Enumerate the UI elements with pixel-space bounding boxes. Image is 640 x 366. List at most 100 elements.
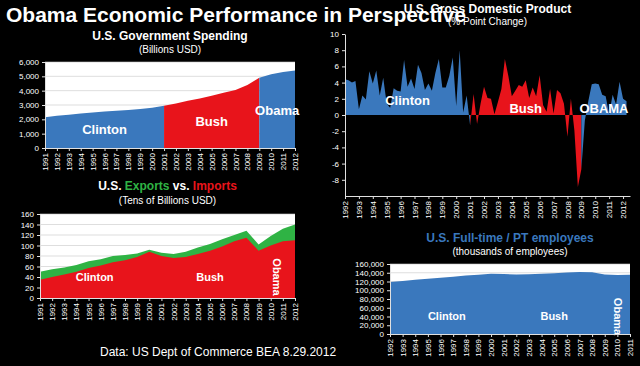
tick-mark <box>137 298 138 301</box>
x-tick: 1998 <box>124 148 133 171</box>
tick-mark <box>52 298 53 301</box>
tick-mark <box>567 334 568 337</box>
grid-line <box>390 264 630 265</box>
tick-label: 2010 <box>267 302 276 320</box>
chart-title: U.S. Full-time / PT employees <box>426 231 594 245</box>
tick-label: 2011 <box>279 302 288 320</box>
tick-label: 1998 <box>462 338 471 356</box>
y-tick: 40,000 <box>360 313 390 322</box>
tick-mark <box>198 298 199 301</box>
tick-label: 120,000 <box>355 278 384 287</box>
tick-label: 1999 <box>133 302 142 320</box>
tick-label: 2002 <box>480 200 489 218</box>
tick-label: 2003 <box>182 302 191 320</box>
x-tick: 1995 <box>89 148 98 171</box>
tick-label: 1993 <box>60 302 69 320</box>
tick-mark <box>387 334 390 335</box>
tick-label: 2009 <box>255 152 264 170</box>
tick-mark <box>387 264 390 265</box>
y-tick: 160,000 <box>355 260 390 269</box>
tick-label: 1992 <box>341 200 350 218</box>
tick-mark <box>295 148 296 151</box>
tick-label: 2011 <box>279 152 288 170</box>
y-tick: 0 <box>335 111 345 120</box>
y-tick: 80 <box>25 252 40 261</box>
series-label: Clinton <box>385 93 430 108</box>
tick-mark <box>387 196 388 199</box>
tick-label: 140 <box>21 221 35 230</box>
tick-label: 2011 <box>605 200 614 218</box>
tick-mark <box>69 148 70 151</box>
x-tick: 1996 <box>97 298 106 321</box>
tick-label: -4 <box>332 143 340 152</box>
x-tick: 1999 <box>136 148 145 171</box>
x-tick: 2006 <box>220 148 229 171</box>
title-part: U.S. Government Spending <box>92 29 247 43</box>
tick-mark <box>403 334 404 337</box>
tick-label: 2006 <box>220 152 229 170</box>
x-tick: 2001 <box>466 196 475 219</box>
tick-mark <box>64 298 65 301</box>
x-tick: 2008 <box>563 196 572 219</box>
axis-line <box>391 334 631 335</box>
tick-label: 1993 <box>355 200 364 218</box>
main-title: Obama Economic Performance in Perspectiv… <box>6 3 466 26</box>
tick-label: -2 <box>332 127 340 136</box>
tick-label: 0 <box>380 330 385 339</box>
tick-label: 2001 <box>500 338 509 356</box>
x-tick: 2004 <box>538 334 547 357</box>
tick-mark <box>401 196 402 199</box>
tick-label: 1997 <box>411 200 420 218</box>
tick-label: 2003 <box>525 338 534 356</box>
tick-mark <box>210 298 211 301</box>
y-tick: 0 <box>30 294 40 303</box>
x-tick: 2006 <box>536 196 545 219</box>
tick-label: 1999 <box>438 200 447 218</box>
title-series-name: Imports <box>193 179 237 193</box>
tick-mark <box>140 148 141 151</box>
tick-label: 2010 <box>613 338 622 356</box>
tick-mark <box>101 298 102 301</box>
tick-mark <box>526 196 527 199</box>
y-axis: 020406080100120140160 <box>21 210 41 303</box>
page: Obama Economic Performance in Perspectiv… <box>0 0 640 366</box>
x-tick: 2004 <box>194 298 203 321</box>
tick-mark <box>441 334 442 337</box>
tick-mark <box>428 196 429 199</box>
tick-mark <box>342 99 345 100</box>
grid-line <box>45 76 295 77</box>
y-tick: -4 <box>332 143 345 152</box>
title-series-name: U.S. Full-time / PT employees <box>426 231 594 245</box>
x-tick: 2004 <box>508 196 517 219</box>
tick-label: 1997 <box>112 152 121 170</box>
tick-label: 2007 <box>230 302 239 320</box>
x-tick: 2010 <box>591 196 600 219</box>
axis-line <box>390 265 391 335</box>
tick-label: 2008 <box>563 200 572 218</box>
tick-mark <box>595 196 596 199</box>
tick-mark <box>200 148 201 151</box>
y-tick: 4,000 <box>19 87 45 96</box>
tick-mark <box>89 298 90 301</box>
tick-label: 4 <box>335 79 340 88</box>
tick-mark <box>373 196 374 199</box>
tick-label: 160 <box>21 210 35 219</box>
axis-line <box>346 196 631 197</box>
area <box>40 225 295 299</box>
tick-mark <box>617 334 618 337</box>
area <box>40 238 295 298</box>
tick-label: 1996 <box>437 338 446 356</box>
tick-mark <box>415 196 416 199</box>
y-tick: 80,000 <box>360 295 390 304</box>
x-tick: 2011 <box>279 148 288 170</box>
tick-label: 1996 <box>397 200 406 218</box>
chart-subtitle: (% Point Change) <box>448 16 527 27</box>
tick-mark <box>466 334 467 337</box>
y-axis: 01,0002,0003,0004,0005,0006,000 <box>19 58 46 153</box>
tick-label: 100 <box>21 242 35 251</box>
x-tick: 2007 <box>230 298 239 321</box>
y-tick: 0 <box>35 144 45 153</box>
tick-mark <box>478 334 479 337</box>
tick-mark <box>222 298 223 301</box>
tick-label: 1994 <box>77 152 86 170</box>
